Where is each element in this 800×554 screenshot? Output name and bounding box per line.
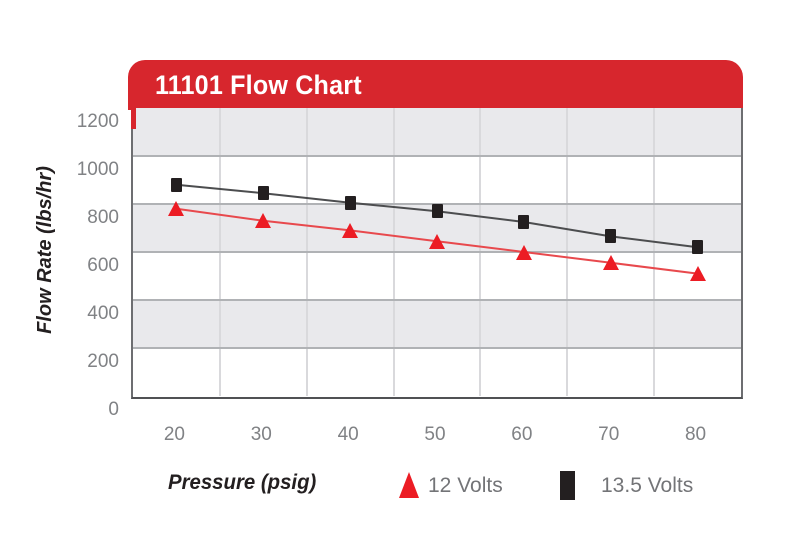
y-tick-label: 200 — [87, 351, 119, 372]
plot-band — [133, 252, 741, 301]
horizontal-gridline — [133, 299, 741, 301]
horizontal-gridline — [133, 251, 741, 253]
x-tick-label: 70 — [598, 424, 620, 445]
data-point-square — [692, 240, 704, 255]
plot-band — [133, 108, 741, 157]
chart-title-banner: 11101 Flow Chart — [128, 60, 743, 110]
data-point-triangle — [255, 213, 272, 229]
data-point-triangle — [602, 255, 619, 271]
y-tick-label: 1000 — [76, 159, 119, 180]
data-point-triangle — [689, 266, 706, 282]
data-point-triangle — [429, 233, 445, 249]
x-tick-label: 20 — [163, 424, 185, 445]
y-tick-label: 400 — [87, 303, 119, 324]
y-tick-label: 1200 — [76, 111, 119, 132]
legend-label-13-5-volts: 13.5 Volts — [601, 474, 694, 497]
plot-band — [133, 300, 741, 349]
horizontal-gridline — [133, 203, 741, 205]
y-axis-title: Flow Rate (lbs/hr) — [34, 166, 56, 334]
horizontal-gridline — [133, 347, 741, 349]
x-tick-label: 40 — [337, 424, 359, 445]
data-point-triangle — [168, 201, 185, 217]
chart-title: 11101 Flow Chart — [155, 70, 362, 100]
data-point-triangle — [342, 222, 359, 238]
x-tick-label: 50 — [424, 424, 446, 445]
data-point-square — [605, 229, 617, 244]
plot-band — [133, 348, 741, 397]
x-axis-title: Pressure (psig) — [168, 471, 317, 494]
black-square-icon — [560, 471, 575, 500]
horizontal-gridline — [133, 155, 741, 157]
legend-label-12-volts: 12 Volts — [428, 474, 503, 497]
series-lines — [176, 183, 698, 275]
plot-band — [133, 156, 741, 205]
x-tick-label: 60 — [511, 424, 533, 445]
data-point-square — [431, 204, 443, 219]
x-tick-label: 30 — [250, 424, 272, 445]
y-tick-label: 800 — [87, 207, 119, 228]
plot-area — [131, 108, 743, 399]
x-tick-label: 80 — [684, 424, 707, 445]
banner-left-tab — [131, 108, 136, 129]
y-tick-label: 0 — [108, 399, 119, 420]
data-point-triangle — [515, 244, 532, 260]
red-triangle-icon — [399, 472, 419, 498]
y-tick-label: 600 — [87, 255, 119, 276]
data-point-square — [344, 195, 356, 210]
data-point-square — [518, 215, 530, 229]
data-point-square — [257, 186, 269, 201]
data-point-square — [170, 177, 182, 192]
